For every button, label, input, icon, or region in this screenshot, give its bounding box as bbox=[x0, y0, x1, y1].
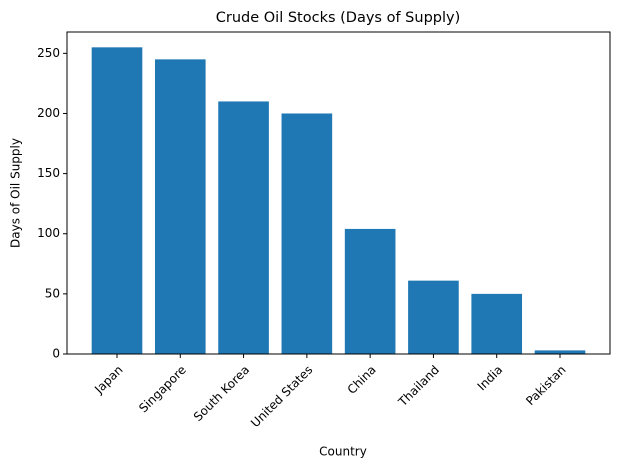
chart-title: Crude Oil Stocks (Days of Supply) bbox=[216, 10, 461, 26]
bar bbox=[91, 47, 143, 354]
y-axis-label: Days of Oil Supply bbox=[9, 138, 23, 248]
x-tick-label: Singapore bbox=[136, 363, 189, 416]
x-axis-label: Country bbox=[319, 445, 367, 459]
x-tick-label: Thailand bbox=[395, 363, 442, 410]
x-tick-label: China bbox=[345, 363, 379, 397]
y-tick-label: 0 bbox=[52, 347, 60, 361]
x-tick-label: United States bbox=[248, 363, 315, 430]
x-tick-label: Pakistan bbox=[523, 363, 568, 408]
bar bbox=[471, 293, 523, 354]
x-tick-label: Japan bbox=[91, 363, 125, 397]
y-tick-label: 50 bbox=[45, 286, 60, 300]
plot-frame bbox=[66, 31, 611, 355]
y-tick-label: 250 bbox=[37, 46, 60, 60]
bar bbox=[534, 350, 586, 354]
bar bbox=[154, 59, 206, 355]
bar bbox=[281, 113, 333, 354]
bar bbox=[408, 280, 459, 354]
y-tick-label: 150 bbox=[37, 166, 60, 180]
x-tick-label: India bbox=[475, 363, 506, 394]
bar bbox=[218, 101, 269, 354]
bar bbox=[344, 228, 396, 354]
y-tick-label: 100 bbox=[37, 226, 60, 240]
y-tick-label: 200 bbox=[37, 106, 60, 120]
x-tick-label: South Korea bbox=[191, 363, 252, 424]
